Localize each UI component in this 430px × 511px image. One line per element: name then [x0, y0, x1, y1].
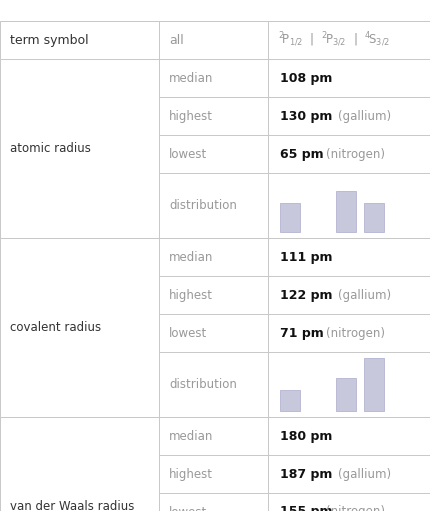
Text: highest: highest	[169, 289, 213, 301]
Text: 108 pm: 108 pm	[280, 72, 332, 84]
Text: $^2\!$P$_{1/2}$  |  $^2\!$P$_{3/2}$  |  $^4\!$S$_{3/2}$: $^2\!$P$_{1/2}$ | $^2\!$P$_{3/2}$ | $^4\…	[278, 31, 390, 49]
Text: covalent radius: covalent radius	[10, 321, 101, 334]
Text: 180 pm: 180 pm	[280, 430, 332, 443]
Text: highest: highest	[169, 468, 213, 480]
Text: 111 pm: 111 pm	[280, 250, 332, 264]
Text: all: all	[169, 34, 184, 47]
Text: lowest: lowest	[169, 148, 207, 160]
Bar	[364, 203, 384, 232]
Bar	[364, 358, 384, 411]
Text: median: median	[169, 250, 213, 264]
Bar	[336, 191, 356, 232]
Text: highest: highest	[169, 109, 213, 123]
Bar	[336, 378, 356, 411]
Text: atomic radius: atomic radius	[10, 142, 91, 155]
Text: van der Waals radius: van der Waals radius	[10, 500, 134, 511]
Bar	[280, 390, 300, 411]
Text: term symbol: term symbol	[10, 34, 89, 47]
Text: (nitrogen): (nitrogen)	[326, 505, 385, 511]
Text: 155 pm: 155 pm	[280, 505, 332, 511]
Text: 187 pm: 187 pm	[280, 468, 332, 480]
Text: (nitrogen): (nitrogen)	[326, 327, 385, 339]
Text: 130 pm: 130 pm	[280, 109, 332, 123]
Text: (nitrogen): (nitrogen)	[326, 148, 385, 160]
Text: (gallium): (gallium)	[338, 109, 391, 123]
Text: lowest: lowest	[169, 505, 207, 511]
Text: lowest: lowest	[169, 327, 207, 339]
Text: 71 pm: 71 pm	[280, 327, 324, 339]
Text: distribution: distribution	[169, 199, 237, 212]
Bar	[280, 203, 300, 232]
Text: (gallium): (gallium)	[338, 289, 391, 301]
Text: median: median	[169, 430, 213, 443]
Text: distribution: distribution	[169, 378, 237, 391]
Text: 122 pm: 122 pm	[280, 289, 332, 301]
Text: median: median	[169, 72, 213, 84]
Text: (gallium): (gallium)	[338, 468, 391, 480]
Text: 65 pm: 65 pm	[280, 148, 324, 160]
